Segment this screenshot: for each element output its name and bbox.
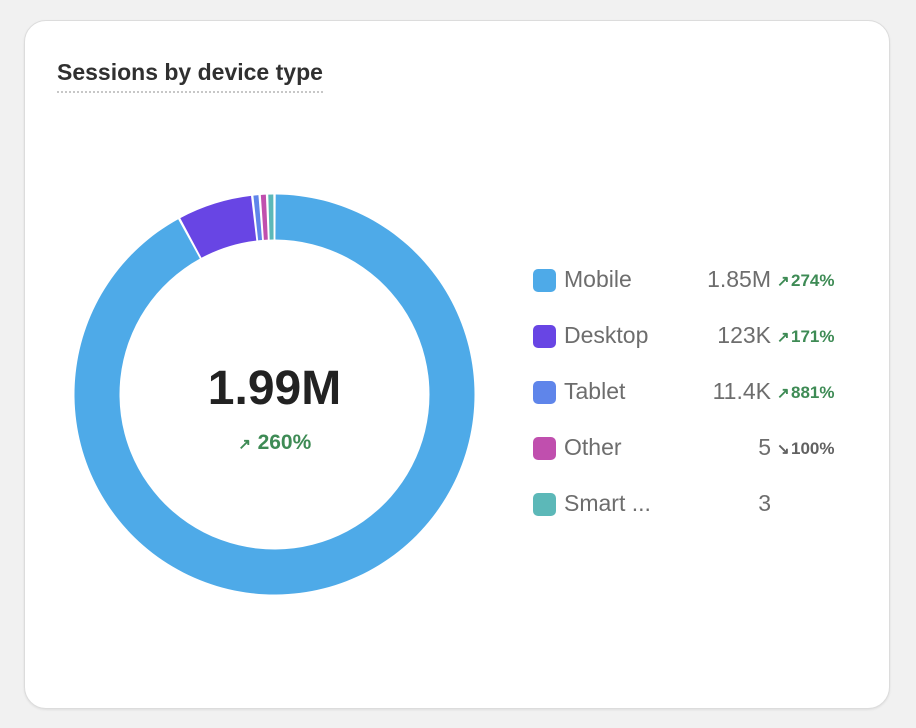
- legend-item-tablet[interactable]: Tablet 11.4K ↗881%: [533, 377, 873, 433]
- trend-up-icon: ↗: [777, 273, 790, 290]
- trend-up-icon: ↗: [238, 436, 251, 453]
- donut-center: 1.99M ↗ 260%: [73, 361, 476, 455]
- legend-change-value: 100%: [791, 439, 835, 458]
- legend-name: Mobile: [564, 266, 632, 292]
- total-change-value: 260%: [257, 431, 312, 454]
- legend-change-value: 171%: [791, 327, 835, 346]
- legend-swatch: [533, 381, 556, 404]
- legend-value: 1.85M: [707, 266, 771, 292]
- legend-swatch: [533, 269, 556, 292]
- legend-name: Desktop: [564, 322, 649, 348]
- donut-slice-other[interactable]: [260, 194, 268, 240]
- donut-slice-desktop[interactable]: [180, 195, 257, 258]
- legend-value: 5: [758, 434, 771, 460]
- legend-name: Smart ...: [564, 490, 651, 516]
- donut-svg: [74, 194, 475, 595]
- legend-item-desktop[interactable]: Desktop 123K ↗171%: [533, 321, 873, 377]
- legend-change: ↗881%: [777, 383, 834, 403]
- legend-value: 123K: [717, 322, 771, 348]
- trend-down-icon: ↘: [777, 441, 790, 458]
- legend-change-value: 881%: [791, 383, 835, 402]
- legend-name: Other: [564, 434, 622, 460]
- donut-chart: 1.99M ↗ 260%: [73, 193, 476, 596]
- total-sessions: 1.99M: [207, 362, 342, 415]
- legend-item-other[interactable]: Other 5 ↘100%: [533, 433, 873, 489]
- legend-change: ↘100%: [777, 439, 834, 459]
- legend-value: 3: [758, 490, 771, 516]
- legend: Mobile 1.85M ↗274% Desktop 123K ↗171% Ta…: [533, 265, 873, 545]
- legend-change: ↗274%: [777, 271, 834, 291]
- legend-item-smart-tv[interactable]: Smart ... 3: [533, 489, 873, 545]
- donut-slice-smart[interactable]: [268, 194, 274, 240]
- trend-up-icon: ↗: [777, 329, 790, 346]
- total-change: ↗ 260%: [73, 431, 476, 455]
- legend-change-value: 274%: [791, 271, 835, 290]
- legend-swatch: [533, 493, 556, 516]
- legend-value: 11.4K: [712, 378, 771, 404]
- sessions-card: Sessions by device type 1.99M ↗ 260% Mob…: [24, 20, 890, 709]
- legend-swatch: [533, 325, 556, 348]
- legend-item-mobile[interactable]: Mobile 1.85M ↗274%: [533, 265, 873, 321]
- card-title[interactable]: Sessions by device type: [57, 59, 323, 93]
- trend-up-icon: ↗: [777, 385, 790, 402]
- legend-name: Tablet: [564, 378, 626, 404]
- legend-swatch: [533, 437, 556, 460]
- donut-slice-tablet[interactable]: [253, 195, 263, 241]
- legend-change: [777, 495, 791, 515]
- legend-change: ↗171%: [777, 327, 834, 347]
